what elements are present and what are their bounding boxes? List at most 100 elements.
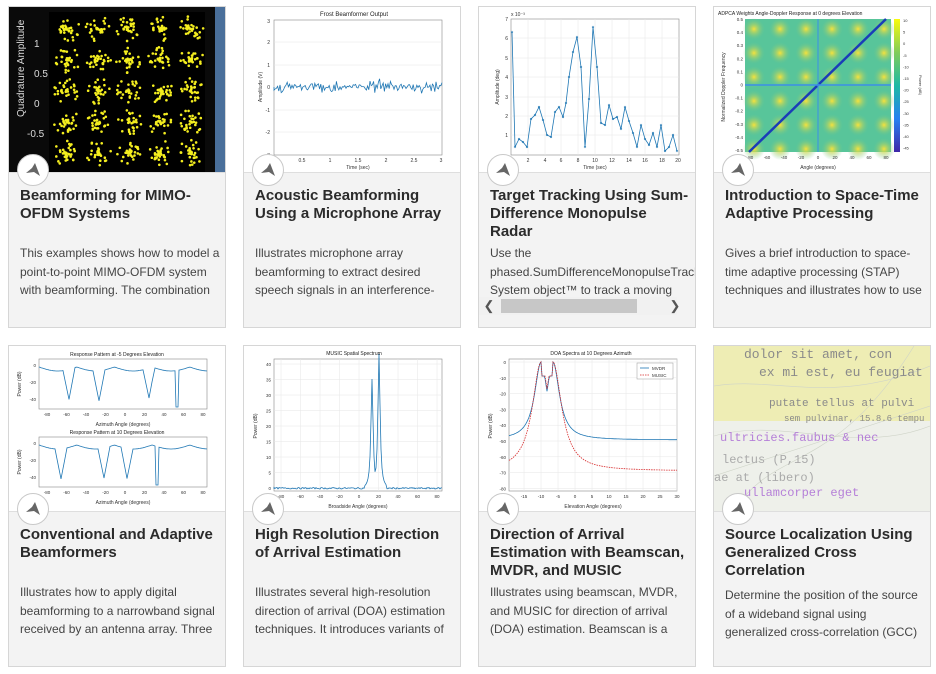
tracking-marker [599, 121, 603, 125]
heatmap-blob [769, 138, 791, 160]
y-axis-label: Power (dB) [488, 413, 494, 438]
constellation-point [65, 120, 69, 123]
example-card-source-localization[interactable]: dolor sit amet, con ex mi est, eu feugia… [713, 345, 931, 667]
card-title[interactable]: Direction of Arrival Estimation with Bea… [490, 526, 685, 579]
constellation-point [150, 130, 154, 133]
heatmap-blob [795, 66, 817, 88]
example-card-mimo-ofdm[interactable]: Quadrature Amplitude 1 0.5 0 -0.5 Beamfo… [8, 6, 226, 328]
constellation-point [64, 71, 67, 74]
ytick: 0 [268, 486, 271, 491]
constellation-point [162, 155, 166, 158]
constellation-point [62, 85, 66, 89]
card-description: Illustrates how to apply digital beamfor… [20, 585, 215, 643]
constellation-point [155, 122, 158, 126]
thumbnail-angle-doppler-heatmap[interactable]: ADPCA Weights Angle-Doppler Response at … [714, 7, 930, 173]
constellation-point [190, 86, 193, 90]
constellation-point [168, 88, 171, 92]
tracking-marker [521, 140, 525, 144]
constellation-point [59, 89, 63, 93]
constellation-point [162, 39, 165, 42]
constellation-point [153, 100, 157, 104]
constellation-point [180, 87, 183, 91]
ytick: 0 [33, 441, 36, 446]
card-title[interactable]: Source Localization Using Generalized Cr… [725, 526, 913, 579]
constellation-point [53, 86, 56, 89]
thumbnail-doa-spectra[interactable]: DOA Spectra at 10 Degrees Azimuth 0 -10 -2… [479, 346, 695, 512]
thumbnail-response-patterns[interactable]: Response Pattern at -5 Degrees Elevation… [9, 346, 225, 512]
thumbnail-constellation-plot[interactable]: Quadrature Amplitude 1 0.5 0 -0.5 [9, 7, 225, 173]
constellation-point [97, 150, 100, 154]
tracking-marker [549, 135, 553, 139]
ytick: 5 [505, 56, 508, 62]
constellation-point [116, 92, 119, 96]
thumbnail-text-collage[interactable]: dolor sit amet, con ex mi est, eu feugia… [714, 346, 930, 512]
thumbnail-music-spectrum[interactable]: MUSIC Spatial Spectrum 40 35 30 25 20 15 10 5 0 -… [244, 346, 460, 512]
constellation-point [65, 139, 69, 143]
constellation-point [189, 120, 193, 124]
ytick: 0.1 [737, 69, 744, 74]
xtick: 3 [440, 158, 443, 164]
card-title[interactable]: High Resolution Direction of Arrival Est… [255, 526, 440, 561]
scroll-left-arrow[interactable]: ❮ [483, 298, 495, 313]
constellation-point [121, 93, 125, 96]
heatmap-blob [743, 42, 765, 64]
constellation-point [93, 155, 97, 159]
tracking-marker [623, 105, 627, 109]
constellation-point [70, 29, 74, 32]
matlab-logo-badge [252, 493, 284, 525]
constellation-point [101, 67, 105, 71]
example-card-doa-beamscan-mvdr-music[interactable]: DOA Spectra at 10 Degrees Azimuth 0 -10 -2… [478, 345, 696, 667]
constellation-point [162, 92, 165, 96]
constellation-point [187, 109, 190, 113]
constellation-point [123, 50, 127, 53]
card-title[interactable]: Beamforming for MIMO-OFDM Systems [20, 187, 191, 222]
ytick: 0 [740, 83, 743, 88]
card-title[interactable]: Conventional and Adaptive Beamformers [20, 526, 213, 561]
constellation-point [88, 62, 92, 66]
constellation-point [187, 149, 190, 152]
constellation-point [120, 159, 124, 163]
constellation-point [188, 126, 192, 130]
xtick: -60 [764, 155, 771, 160]
constellation-point [56, 92, 60, 96]
ytick: -40 [29, 475, 36, 480]
constellation-point [96, 86, 100, 90]
constellation-point [103, 159, 107, 163]
constellation-point [64, 114, 68, 117]
card-title[interactable]: Target Tracking Using Sum-Difference Mon… [490, 187, 689, 240]
constellation-point [125, 39, 129, 43]
constellation-point [131, 82, 135, 86]
scrollbar-thumb[interactable] [501, 299, 637, 313]
ytick: 0.5 [737, 17, 744, 22]
tracking-marker [675, 149, 679, 153]
card-title[interactable]: Acoustic Beamforming Using a Microphone … [255, 187, 442, 222]
example-card-stap[interactable]: ADPCA Weights Angle-Doppler Response at … [713, 6, 931, 328]
constellation-point [58, 162, 62, 165]
constellation-point [156, 25, 160, 28]
constellation-point [104, 115, 108, 119]
xtick: 40 [161, 412, 167, 417]
constellation-point [120, 129, 124, 133]
constellation-point [120, 119, 124, 122]
horizontal-scrollbar[interactable]: ❮ ❯ [479, 297, 680, 315]
thumbnail-monopulse-tracking-plot[interactable]: x 10⁻³ 7 6 5 4 3 2 1 2 4 6 8 10 12 14 16… [479, 7, 695, 173]
constellation-point [65, 50, 69, 53]
constellation-point [84, 25, 88, 29]
constellation-point [160, 46, 164, 50]
example-card-acoustic-beamforming[interactable]: Frost Beamformer Output 3 2 1 0 -1 -2 -3… [243, 6, 461, 328]
thumbnail-frost-beamformer-plot[interactable]: Frost Beamformer Output 3 2 1 0 -1 -2 -3… [244, 7, 460, 173]
constellation-point [201, 27, 205, 30]
scroll-right-arrow[interactable]: ❯ [669, 298, 681, 313]
doa-ticks: 0-10-20-30-40-50-60-70-80-15 -10 -5 0 5 10 15 2… [499, 360, 680, 499]
constellation-point [180, 124, 184, 128]
xtick: 80 [200, 412, 206, 417]
constellation-point [155, 48, 158, 52]
example-card-high-resolution-doa[interactable]: MUSIC Spatial Spectrum 40 35 30 25 20 15 10 5 0 -… [243, 345, 461, 667]
matlab-icon [26, 163, 40, 176]
card-title[interactable]: Introduction to Space-Time Adaptive Proc… [725, 187, 919, 222]
example-card-target-tracking[interactable]: x 10⁻³ 7 6 5 4 3 2 1 2 4 6 8 10 12 14 16… [478, 6, 696, 328]
constellation-point [125, 149, 129, 153]
constellation-point [183, 117, 186, 121]
example-card-conventional-adaptive[interactable]: Response Pattern at -5 Degrees Elevation… [8, 345, 226, 667]
constellation-point [62, 125, 66, 128]
